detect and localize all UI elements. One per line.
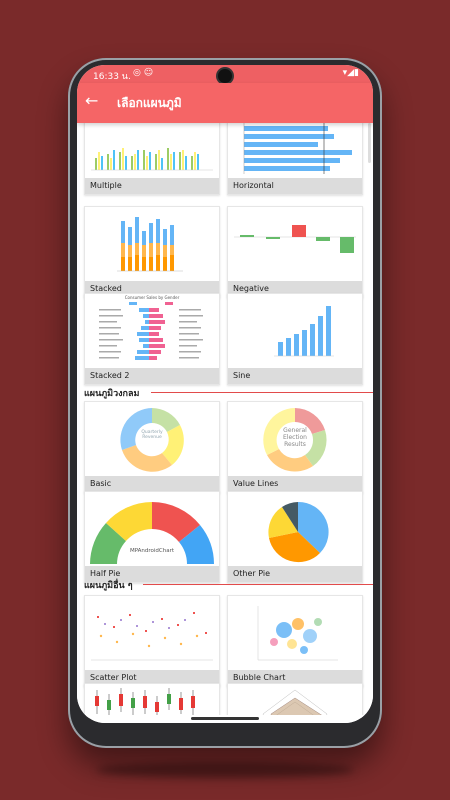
card-value-lines[interactable]: General Election Results Value Lines xyxy=(227,401,363,493)
scatter-thumbnail xyxy=(85,596,219,670)
stacked2-title: Consumer Sales by Gender xyxy=(124,295,180,300)
card-other-pie[interactable]: Other Pie xyxy=(227,491,363,583)
notification-icons: ◎ ☺ xyxy=(133,68,154,78)
card-scatter[interactable]: Scatter Plot xyxy=(84,595,220,687)
half-pie-center-text: MPAndroidChart xyxy=(129,548,175,554)
card-bubble[interactable]: Bubble Chart xyxy=(227,595,363,687)
card-label: Half Pie xyxy=(85,566,219,582)
negative-thumbnail xyxy=(228,207,362,281)
section-title-pie: แผนภูมิวงกลม xyxy=(84,389,140,399)
status-time: 16:33 น. xyxy=(93,72,131,82)
value-lines-thumbnail: General Election Results xyxy=(228,402,362,476)
card-stacked[interactable]: Stacked xyxy=(84,206,220,298)
card-label: Scatter Plot xyxy=(85,670,219,686)
bubble-thumbnail xyxy=(228,596,362,670)
other-pie-thumbnail xyxy=(228,492,362,566)
card-label: Horizontal xyxy=(228,178,362,194)
card-label: Basic xyxy=(85,476,219,492)
arrow-back-icon[interactable]: ← xyxy=(85,91,99,110)
card-label: Sine xyxy=(228,368,362,384)
sine-thumbnail xyxy=(228,294,362,368)
multiple-thumbnail xyxy=(85,123,219,178)
card-horizontal[interactable]: Horizontal xyxy=(227,123,363,195)
signal-battery-icons: ▾◢▮ xyxy=(342,68,359,78)
stacked2-thumbnail: Consumer Sales by Gender xyxy=(85,294,219,368)
card-label: Value Lines xyxy=(228,476,362,492)
card-negative[interactable]: Negative xyxy=(227,206,363,298)
phone-shadow xyxy=(96,762,354,778)
status-bar: 16:33 น. ◎ ☺ ▾◢▮ xyxy=(77,65,373,83)
section-divider xyxy=(143,584,373,585)
candlestick-thumbnail xyxy=(85,684,219,718)
section-divider xyxy=(151,392,373,393)
basic-center-text: Quarterly Revenue xyxy=(141,430,163,440)
chart-list[interactable]: Multiple Horizontal xyxy=(77,123,373,718)
card-label: Stacked 2 xyxy=(85,368,219,384)
section-title-other: แผนภูมิอื่น ๆ xyxy=(84,581,133,591)
home-handle[interactable] xyxy=(191,717,259,720)
phone-screen: 16:33 น. ◎ ☺ ▾◢▮ ← เลือกแผนภูมิ xyxy=(77,65,373,723)
card-basic[interactable]: Quarterly Revenue Basic xyxy=(84,401,220,493)
card-label: Other Pie xyxy=(228,566,362,582)
camera-icon xyxy=(218,69,232,83)
value-lines-center-text: General Election Results xyxy=(283,427,307,448)
card-multiple[interactable]: Multiple xyxy=(84,123,220,195)
scrollbar[interactable] xyxy=(368,123,371,163)
stacked-thumbnail xyxy=(85,207,219,281)
card-label: Multiple xyxy=(85,178,219,194)
page-title: เลือกแผนภูมิ xyxy=(117,96,182,110)
card-half-pie[interactable]: MPAndroidChart Half Pie xyxy=(84,491,220,583)
card-candlestick[interactable] xyxy=(84,683,220,718)
horizontal-thumbnail xyxy=(228,123,362,178)
half-pie-thumbnail: MPAndroidChart xyxy=(85,492,219,566)
card-stacked2[interactable]: Consumer Sales by Gender xyxy=(84,293,220,385)
basic-thumbnail: Quarterly Revenue xyxy=(85,402,219,476)
card-label: Bubble Chart xyxy=(228,670,362,686)
card-sine[interactable]: Sine xyxy=(227,293,363,385)
app-bar: ← เลือกแผนภูมิ xyxy=(77,83,373,123)
gesture-nav-bar xyxy=(77,715,373,723)
radar-thumbnail xyxy=(228,684,362,718)
card-radar[interactable] xyxy=(227,683,363,718)
